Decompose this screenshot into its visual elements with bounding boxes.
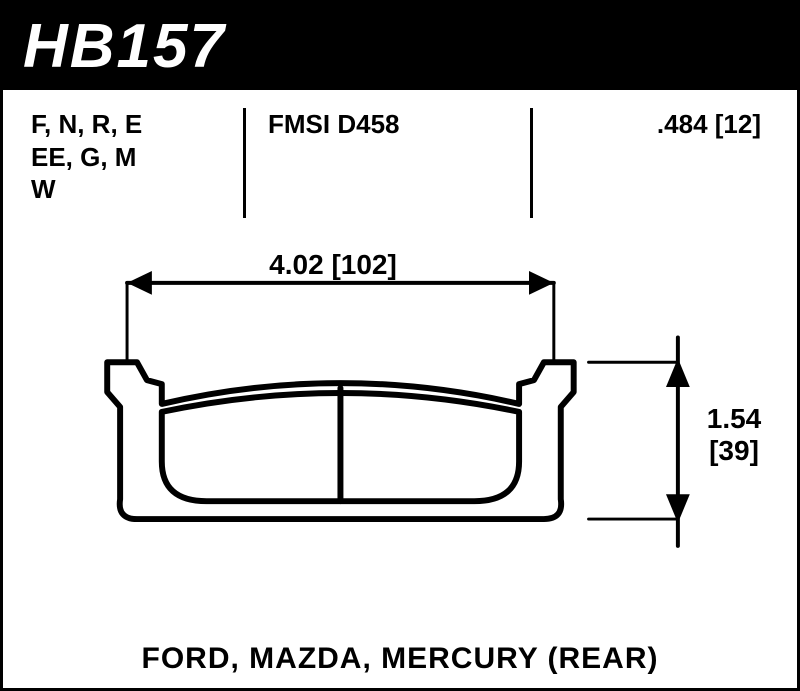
- fmsi-column: FMSI D458: [268, 108, 508, 141]
- info-row: F, N, R, E EE, G, M W FMSI D458 .484 [12…: [3, 90, 797, 218]
- compounds-line: EE, G, M: [31, 141, 221, 174]
- fmsi-label: FMSI D458: [268, 108, 508, 141]
- applications-label: FORD, MAZDA, MERCURY (REAR): [3, 642, 797, 676]
- compounds-column: F, N, R, E EE, G, M W: [31, 108, 221, 206]
- spec-sheet: HB157 F, N, R, E EE, G, M W FMSI D458 .4…: [0, 0, 800, 691]
- column-separator: [530, 108, 533, 218]
- thickness-label: .484 [12]: [555, 108, 761, 141]
- compounds-line: F, N, R, E: [31, 108, 221, 141]
- header-bar: HB157: [3, 3, 797, 90]
- brake-pad-diagram: [3, 263, 797, 620]
- thickness-column: .484 [12]: [555, 108, 769, 141]
- diagram-area: 4.02 [102] 1.54 [39]: [3, 263, 797, 618]
- compounds-line: W: [31, 173, 221, 206]
- column-separator: [243, 108, 246, 218]
- part-number: HB157: [23, 11, 777, 82]
